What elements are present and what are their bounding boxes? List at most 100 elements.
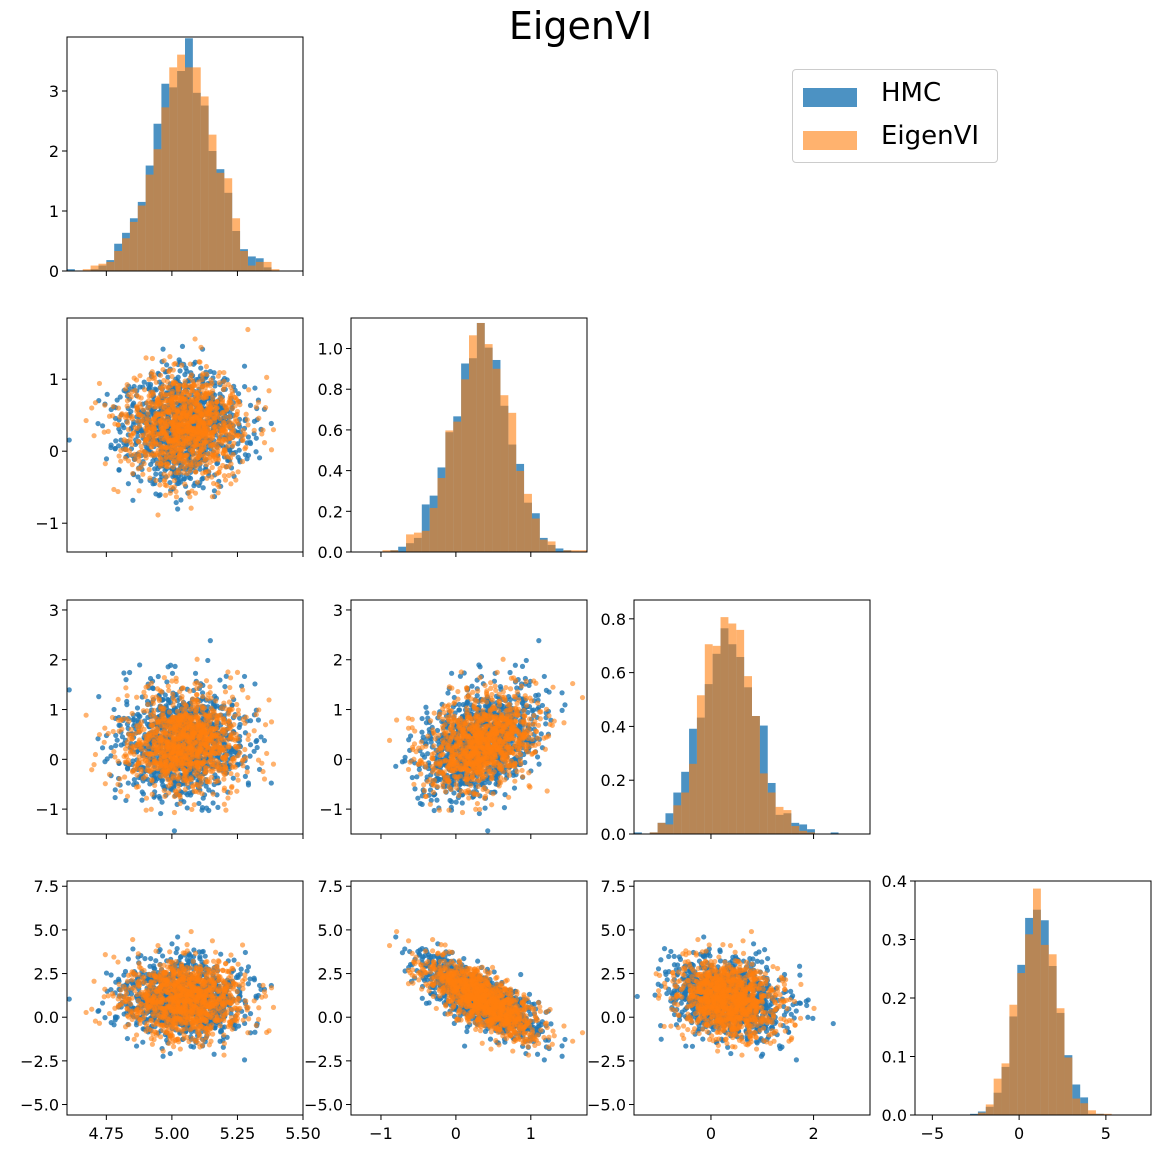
panel-r2-c0-point-eigenvi-525 bbox=[102, 725, 108, 731]
panel-r2-c0-point-eigenvi-554 bbox=[127, 748, 133, 755]
panel-r2-c0-point-eigenvi-430 bbox=[234, 772, 240, 778]
panel-r1-c0-point-eigenvi-995 bbox=[137, 373, 143, 379]
panel-r2-c0-point-eigenvi-920 bbox=[193, 708, 199, 714]
panel-r2-c1-point-hmc-283 bbox=[419, 715, 425, 722]
panel-r2-c1-point-hmc-0 bbox=[559, 707, 565, 713]
panel-r1-c0-point-eigenvi-736 bbox=[157, 455, 163, 461]
panel-r2-c0-point-eigenvi-839 bbox=[203, 678, 210, 684]
panel-r2-c0-point-eigenvi-1058 bbox=[191, 770, 198, 776]
panel-r2-c0-point-eigenvi-367 bbox=[253, 711, 259, 718]
panel-r2-c0-point-hmc-906 bbox=[125, 766, 131, 772]
panel-r1-c0-point-eigenvi-848 bbox=[203, 462, 210, 468]
panel-r2-c0-point-hmc-692 bbox=[119, 734, 126, 740]
panel-r1-c0-point-eigenvi-906 bbox=[226, 453, 232, 460]
panel-r2-c0-point-eigenvi-450 bbox=[171, 809, 178, 816]
panel-r1-c0-point-eigenvi-627 bbox=[199, 377, 205, 383]
panel-r2-c0-point-eigenvi-572 bbox=[174, 708, 181, 714]
panel-r1-c0-point-eigenvi-497 bbox=[141, 387, 148, 393]
panel-r1-c0-point-eigenvi-1024 bbox=[180, 421, 186, 427]
panel-r2-c0-point-eigenvi-831 bbox=[244, 769, 250, 775]
panel-r1-c0-point-eigenvi-921 bbox=[162, 492, 169, 498]
panel-r1-c0-point-eigenvi-202 bbox=[141, 460, 147, 467]
panel-r2-c0-point-eigenvi-712 bbox=[102, 781, 108, 787]
panel-r1-c0-point-hmc-765 bbox=[179, 343, 186, 349]
panel-r2-c0-point-eigenvi-1060 bbox=[220, 737, 226, 743]
panel-r1-c0-point-eigenvi-440 bbox=[215, 490, 221, 496]
panel-r2-c0-point-eigenvi-1046 bbox=[213, 733, 219, 739]
panel-r2-c0-point-hmc-887 bbox=[135, 711, 141, 717]
panel-r2-c0-point-eigenvi-477 bbox=[210, 791, 216, 797]
panel-r2-c0-point-eigenvi-238 bbox=[256, 707, 262, 713]
panel-r2-c0-point-eigenvi-806 bbox=[200, 693, 206, 700]
panel-r1-c0-point-eigenvi-1050 bbox=[190, 415, 196, 421]
panel-r2-c0-point-eigenvi-133 bbox=[191, 802, 197, 808]
panel-r2-c0-point-eigenvi-547 bbox=[133, 784, 140, 790]
panel-r2-c0-point-hmc-959 bbox=[205, 657, 211, 664]
panel-r2-c0-point-eigenvi-606 bbox=[111, 749, 117, 755]
panel-r2-c1-point-hmc-174 bbox=[507, 669, 513, 676]
panel-r1-c0-point-eigenvi-953 bbox=[198, 448, 204, 454]
panel-r1-c0-point-eigenvi-944 bbox=[203, 469, 209, 475]
panel-r2-c0-point-eigenvi-594 bbox=[127, 732, 134, 739]
panel-r1-c0-point-eigenvi-712 bbox=[102, 461, 108, 467]
panel-r2-c0-point-hmc-394 bbox=[255, 717, 262, 723]
panel-r1-c1-bar-eigenvi-22 bbox=[524, 493, 532, 552]
panel-r2-c0-point-eigenvi-1080 bbox=[190, 784, 196, 790]
panel-r1-c0-point-eigenvi-604 bbox=[138, 395, 144, 401]
panel-r2-c0-point-eigenvi-881 bbox=[175, 733, 181, 739]
panel-r2-c0-point-eigenvi-876 bbox=[206, 721, 212, 727]
panel-r1-c0-point-eigenvi-178 bbox=[138, 433, 145, 439]
panel-r2-c0-point-eigenvi-1065 bbox=[181, 710, 187, 716]
panel-r2-c0-point-eigenvi-322 bbox=[264, 750, 270, 757]
panel-r1-c1-ytick-label-5: 1.0 bbox=[318, 340, 343, 359]
panel-r2-c0-point-eigenvi-992 bbox=[140, 708, 147, 714]
panel-r2-c0-point-eigenvi-940 bbox=[157, 688, 163, 694]
panel-r1-c0-point-hmc-839 bbox=[211, 370, 217, 376]
panel-r2-c0-point-eigenvi-132 bbox=[229, 694, 236, 700]
panel-r1-c0-point-eigenvi-960 bbox=[221, 423, 227, 429]
panel-r1-c0-point-eigenvi-1075 bbox=[184, 452, 190, 458]
panel-r0-c0-bar-eigenvi-3 bbox=[90, 265, 99, 271]
panel-r1-c0-point-eigenvi-498 bbox=[239, 458, 246, 465]
panel-r2-c0-point-eigenvi-976 bbox=[143, 795, 150, 801]
panel-r1-c0-point-hmc-802 bbox=[116, 467, 122, 473]
panel-r1-c1-bar-eigenvi-23 bbox=[531, 518, 540, 552]
panel-r1-c0-point-eigenvi-983 bbox=[222, 403, 228, 410]
panel-r2-c0-point-eigenvi-907 bbox=[136, 739, 142, 745]
panel-r1-c1-bar-eigenvi-20 bbox=[508, 412, 517, 552]
panel-r2-c0-point-eigenvi-994 bbox=[162, 723, 169, 729]
panel-r1-c0-point-eigenvi-831 bbox=[244, 417, 250, 423]
panel-r2-c0-point-hmc-966 bbox=[121, 670, 127, 676]
panel-r2-c0-point-eigenvi-873 bbox=[158, 734, 164, 740]
panel-r1-c0-point-eigenvi-733 bbox=[157, 372, 164, 378]
panel-r1-c0-point-hmc-490 bbox=[173, 499, 179, 506]
panel-r1-c0-point-eigenvi-315 bbox=[160, 366, 166, 373]
panel-r1-c0-point-eigenvi-500 bbox=[240, 437, 246, 444]
panel-r2-c1-point-hmc-57 bbox=[445, 690, 451, 696]
panel-r2-c0-point-eigenvi-390 bbox=[235, 777, 241, 783]
panel-r2-c0-point-eigenvi-1061 bbox=[96, 731, 103, 738]
panel-r1-c0-point-eigenvi-828 bbox=[261, 440, 268, 446]
panel-r2-c0-point-hmc-690 bbox=[200, 795, 206, 801]
panel-r2-c0-point-hmc-191 bbox=[96, 694, 102, 700]
panel-r2-c0-point-hmc-504 bbox=[159, 799, 165, 805]
panel-r1-c0-point-eigenvi-1064 bbox=[197, 394, 203, 401]
panel-r1-c0-point-eigenvi-895 bbox=[186, 383, 192, 389]
panel-r1-c0-point-eigenvi-1007 bbox=[129, 389, 135, 395]
panel-r2-c0-point-eigenvi-1000 bbox=[109, 714, 116, 721]
panel-r2-c0-point-eigenvi-766 bbox=[202, 769, 208, 775]
panel-r2-c0-point-eigenvi-1030 bbox=[193, 697, 199, 703]
panel-r2-c0-point-eigenvi-868 bbox=[227, 684, 233, 691]
panel-r2-c0-point-hmc-129 bbox=[252, 681, 258, 687]
panel-r1-c0-point-eigenvi-1052 bbox=[191, 382, 197, 388]
panel-r1-c0-point-eigenvi-1063 bbox=[183, 412, 190, 418]
panel-r1-c0-point-hmc-1075 bbox=[247, 440, 254, 447]
panel-r1-c0-point-eigenvi-734 bbox=[260, 427, 266, 433]
panel-r1-c0-point-hmc-974 bbox=[152, 466, 158, 472]
panel-r1-c0-point-eigenvi-961 bbox=[182, 378, 188, 384]
panel-r1-c0-point-eigenvi-1071 bbox=[155, 398, 161, 404]
panel-r1-c0-point-eigenvi-1045 bbox=[211, 441, 217, 447]
panel-r1-c0-point-eigenvi-1066 bbox=[183, 425, 189, 432]
panel-r2-c0-point-eigenvi-723 bbox=[200, 775, 206, 781]
panel-r1-c0-point-eigenvi-131 bbox=[188, 505, 194, 511]
